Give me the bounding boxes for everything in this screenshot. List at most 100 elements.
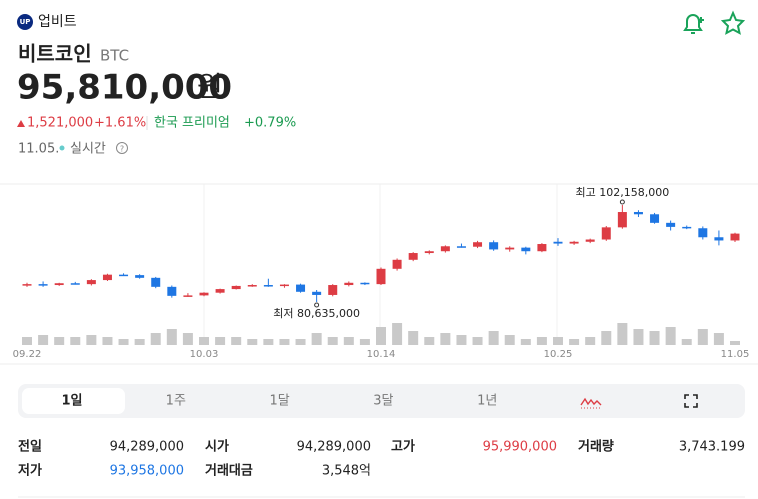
candle-body xyxy=(585,239,595,242)
stat-label: 거래대금 xyxy=(205,464,253,479)
candle-body xyxy=(151,277,161,287)
logo-mark: UP xyxy=(20,18,31,26)
volume-bar xyxy=(392,323,403,345)
up-arrow xyxy=(17,120,25,127)
stat-label: 저가 xyxy=(18,464,42,479)
tab[interactable]: 1년 xyxy=(477,394,497,409)
candle-body xyxy=(167,286,177,296)
volume-bar xyxy=(199,337,209,345)
volume-bar xyxy=(215,337,226,345)
candle-body xyxy=(505,247,515,250)
asset-symbol: BTC xyxy=(100,47,129,65)
x-tick-label: 10.25 xyxy=(544,349,573,360)
candle-body xyxy=(537,244,547,252)
stat-label: 전일 xyxy=(18,439,42,455)
candle-body xyxy=(296,284,306,292)
premium-label: 한국 프리미엄 xyxy=(154,116,230,131)
volume-bar xyxy=(649,331,660,345)
volume-bar xyxy=(359,339,370,345)
x-tick-label: 10.14 xyxy=(367,349,396,360)
candle-body xyxy=(312,291,322,295)
low-annotation: 최저 80,635,000 xyxy=(273,307,360,320)
logo xyxy=(17,14,33,30)
tab[interactable]: 1주 xyxy=(166,394,186,409)
candle-body xyxy=(392,259,402,269)
volume-bar xyxy=(488,331,499,345)
volume-bar xyxy=(569,339,580,345)
candle-body xyxy=(569,241,579,244)
candle-body xyxy=(54,283,64,286)
volume-bar xyxy=(134,339,145,345)
candle-body xyxy=(119,274,129,277)
volume-bar xyxy=(665,327,676,345)
stat-label: 거래량 xyxy=(578,440,614,455)
volume-bar xyxy=(182,333,193,345)
volume-bar xyxy=(456,335,467,345)
high-marker xyxy=(619,199,625,205)
candle-body xyxy=(521,247,531,252)
tab[interactable]: 3달 xyxy=(373,394,393,409)
candle-body xyxy=(489,242,499,250)
stat-value: 95,990,000 xyxy=(483,440,557,455)
volume-bar xyxy=(585,337,596,345)
candle-body xyxy=(456,246,466,248)
candle-body xyxy=(344,282,354,286)
x-tick-label: 11.05 xyxy=(721,349,750,360)
volume-bar xyxy=(713,333,724,345)
candle-body xyxy=(135,275,145,278)
volume-bar xyxy=(295,339,306,345)
info-icon[interactable] xyxy=(116,142,128,154)
volume-bar xyxy=(617,323,628,345)
volume-bar xyxy=(54,337,65,345)
volume-bar xyxy=(633,329,644,345)
volume-bar xyxy=(86,335,97,345)
candle-body xyxy=(650,214,660,223)
line-chart-toggle[interactable] xyxy=(580,397,602,406)
volume-bar xyxy=(70,337,81,345)
candle-body xyxy=(473,242,483,247)
candle-body xyxy=(231,285,241,290)
candle-body xyxy=(70,283,80,285)
tab[interactable]: 1일 xyxy=(61,394,82,409)
stat-value: 94,289,000 xyxy=(110,440,184,455)
low-marker xyxy=(314,302,320,308)
candle-body xyxy=(633,212,643,215)
volume-bar xyxy=(231,337,242,345)
candle-body xyxy=(553,241,563,244)
x-tick-label: 10.03 xyxy=(190,349,219,360)
stat-value: 3,743.199 xyxy=(679,440,745,455)
candle-body xyxy=(617,212,627,228)
candle-body xyxy=(279,284,289,287)
stat-value: 94,289,000 xyxy=(297,440,371,455)
candle-body xyxy=(424,251,434,254)
volume-bar xyxy=(118,339,129,345)
favorite-icon[interactable] xyxy=(720,10,746,35)
brand: 업비트 xyxy=(38,14,77,30)
volume-bar xyxy=(22,337,32,345)
volume-bar xyxy=(424,337,435,345)
volume-bar xyxy=(408,331,419,345)
live-dot xyxy=(59,145,65,151)
candle-body xyxy=(86,280,96,285)
candle-body xyxy=(698,228,708,238)
price: 95,810,000 xyxy=(17,68,232,108)
candle-body xyxy=(360,282,370,285)
alarm-icon[interactable] xyxy=(683,14,704,34)
date: 11.05. xyxy=(18,142,59,157)
price-unit: 원 xyxy=(197,70,223,103)
x-tick-label: 09.22 xyxy=(13,349,42,360)
change: 1,521,000 xyxy=(27,116,93,131)
volume-bar xyxy=(102,337,113,345)
candle-body xyxy=(440,246,450,252)
volume-bar xyxy=(601,331,612,345)
volume-bar xyxy=(472,337,483,345)
fullscreen-icon[interactable] xyxy=(684,394,698,408)
candle-body xyxy=(328,285,338,295)
volume-bar xyxy=(166,329,177,345)
asset-name: 비트코인 xyxy=(18,42,92,66)
volume-bar xyxy=(440,333,451,345)
candle-body xyxy=(102,274,112,281)
volume-bar xyxy=(311,333,322,345)
tab[interactable]: 1달 xyxy=(269,394,289,409)
